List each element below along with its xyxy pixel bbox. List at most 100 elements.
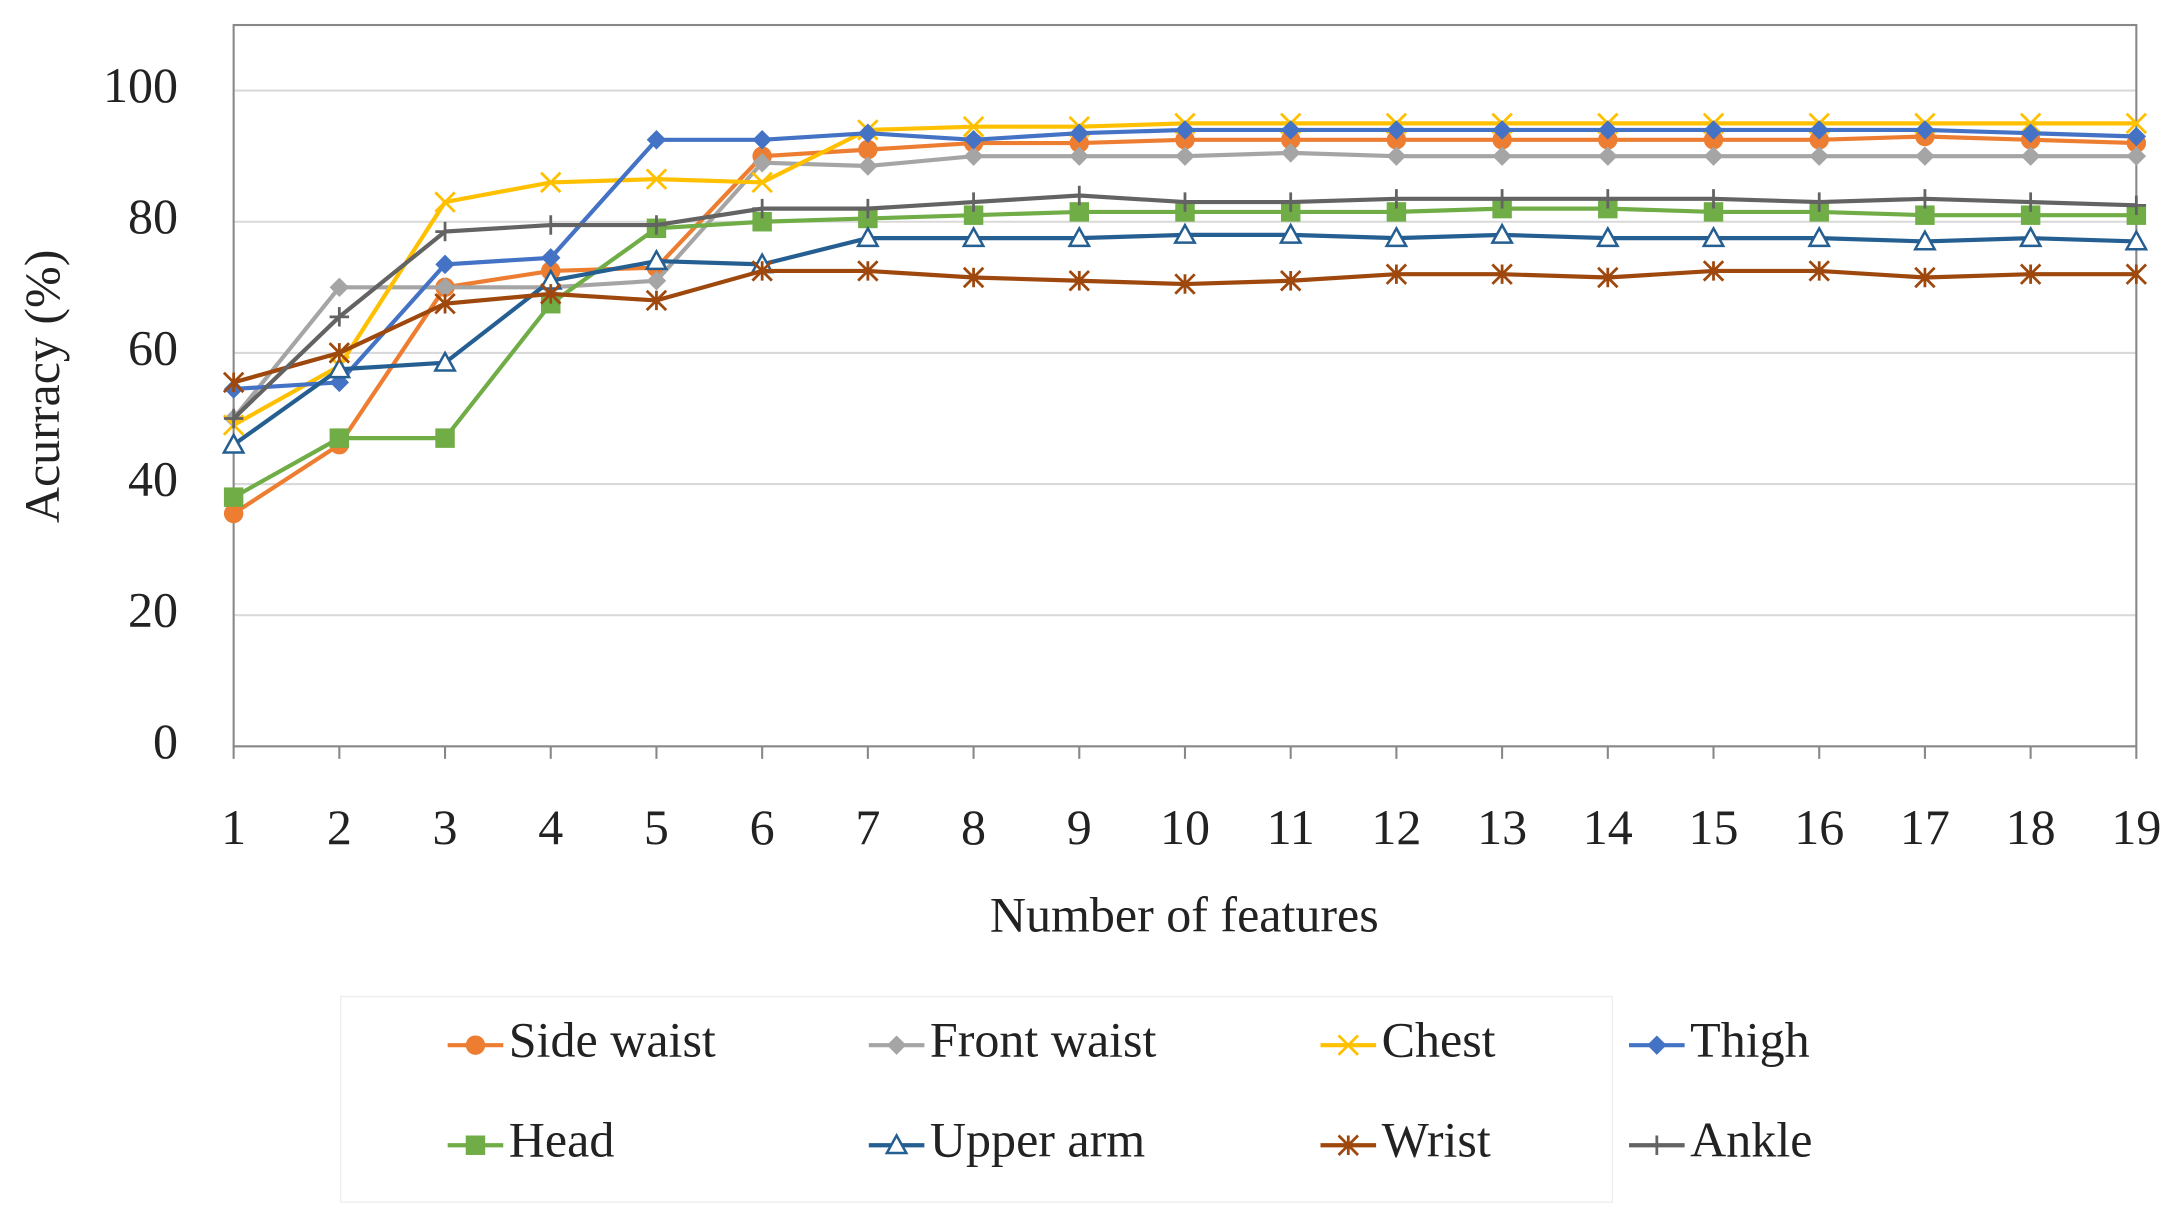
legend-marker [1647, 1035, 1667, 1055]
marker [221, 432, 246, 454]
legend-label: Front waist [930, 1012, 1157, 1068]
marker [1703, 189, 1724, 209]
x-tick-label: 16 [1794, 799, 1844, 855]
marker [1491, 263, 1513, 285]
y-axis-label: Acurracy (%) [14, 250, 70, 524]
x-tick-label: 3 [433, 799, 458, 855]
marker [435, 254, 455, 275]
marker [1807, 225, 1832, 248]
legend-label: Head [509, 1112, 615, 1168]
marker [1598, 146, 1618, 166]
marker [962, 115, 985, 138]
marker [1386, 130, 1407, 150]
marker [1703, 130, 1724, 150]
marker [645, 289, 668, 312]
marker [1069, 146, 1090, 166]
marker [2125, 263, 2148, 285]
marker [645, 168, 668, 190]
marker [1173, 222, 1197, 244]
marker [1384, 225, 1409, 248]
y-tick-label: 20 [128, 582, 178, 638]
marker [2124, 229, 2149, 251]
series-line [233, 127, 2137, 392]
marker [1598, 198, 1618, 219]
marker [329, 277, 350, 298]
legend-marker [884, 1132, 909, 1155]
marker [962, 266, 985, 289]
marker [327, 356, 352, 379]
marker [963, 130, 984, 150]
legend-item: Front waist [868, 1012, 1157, 1068]
x-tick-label: 7 [855, 799, 880, 855]
marker [1279, 270, 1302, 292]
marker [1278, 222, 1303, 244]
marker [1914, 266, 1936, 289]
marker [858, 123, 878, 143]
legend-label: Thigh [1690, 1012, 1809, 1068]
marker [646, 215, 667, 235]
x-axis-label: Number of features [990, 887, 1379, 943]
marker [434, 191, 456, 213]
legend-marker [886, 1035, 907, 1055]
marker [1492, 198, 1512, 219]
x-tick-label: 15 [1689, 799, 1739, 855]
marker [223, 408, 244, 429]
marker [1175, 202, 1195, 222]
marker [328, 342, 351, 364]
marker [1069, 133, 1090, 153]
marker [963, 205, 984, 225]
marker [433, 350, 457, 372]
x-tick-label: 1 [221, 799, 246, 855]
marker [2019, 112, 2042, 135]
x-tick-label: 9 [1067, 799, 1092, 855]
marker [2126, 205, 2147, 225]
marker [2125, 112, 2148, 135]
marker [1595, 225, 1620, 248]
marker [1808, 260, 1830, 282]
marker [223, 503, 244, 524]
series-line [232, 232, 2137, 447]
marker [435, 277, 455, 298]
y-tick-label: 0 [153, 713, 178, 769]
marker [223, 487, 244, 507]
marker [1386, 202, 1407, 222]
marker [751, 260, 773, 282]
marker [1490, 222, 1514, 244]
marker [858, 208, 878, 229]
marker [540, 283, 562, 305]
x-tick-label: 19 [2111, 799, 2161, 855]
y-tick-label: 80 [128, 188, 178, 244]
marker [1809, 146, 1829, 166]
marker [1809, 130, 1829, 150]
marker [329, 307, 350, 327]
marker [1598, 130, 1618, 150]
x-tick-label: 4 [538, 799, 563, 855]
marker [1703, 146, 1724, 166]
marker [751, 171, 773, 194]
marker [1175, 130, 1195, 150]
marker [1702, 260, 1725, 282]
marker [2126, 195, 2147, 216]
marker [963, 192, 984, 212]
marker [2126, 146, 2147, 166]
marker [1492, 130, 1512, 150]
legend-label: Side waist [509, 1012, 716, 1068]
marker [1175, 192, 1195, 212]
marker [752, 130, 772, 150]
marker [1068, 270, 1090, 292]
legend-marker [465, 1135, 486, 1155]
legend-item: Ankle [1629, 1112, 1812, 1168]
x-tick-label: 10 [1160, 799, 1210, 855]
legend-label: Wrist [1382, 1112, 1491, 1168]
legend-item: Thigh [1629, 1012, 1810, 1068]
marker [856, 225, 880, 248]
marker [1598, 189, 1618, 209]
marker [646, 130, 667, 150]
marker [858, 156, 878, 176]
marker [1703, 202, 1724, 222]
marker [1492, 189, 1512, 209]
marker [541, 215, 561, 235]
marker [1915, 146, 1935, 166]
legend-marker [465, 1035, 486, 1055]
x-tick-label: 8 [961, 799, 986, 855]
